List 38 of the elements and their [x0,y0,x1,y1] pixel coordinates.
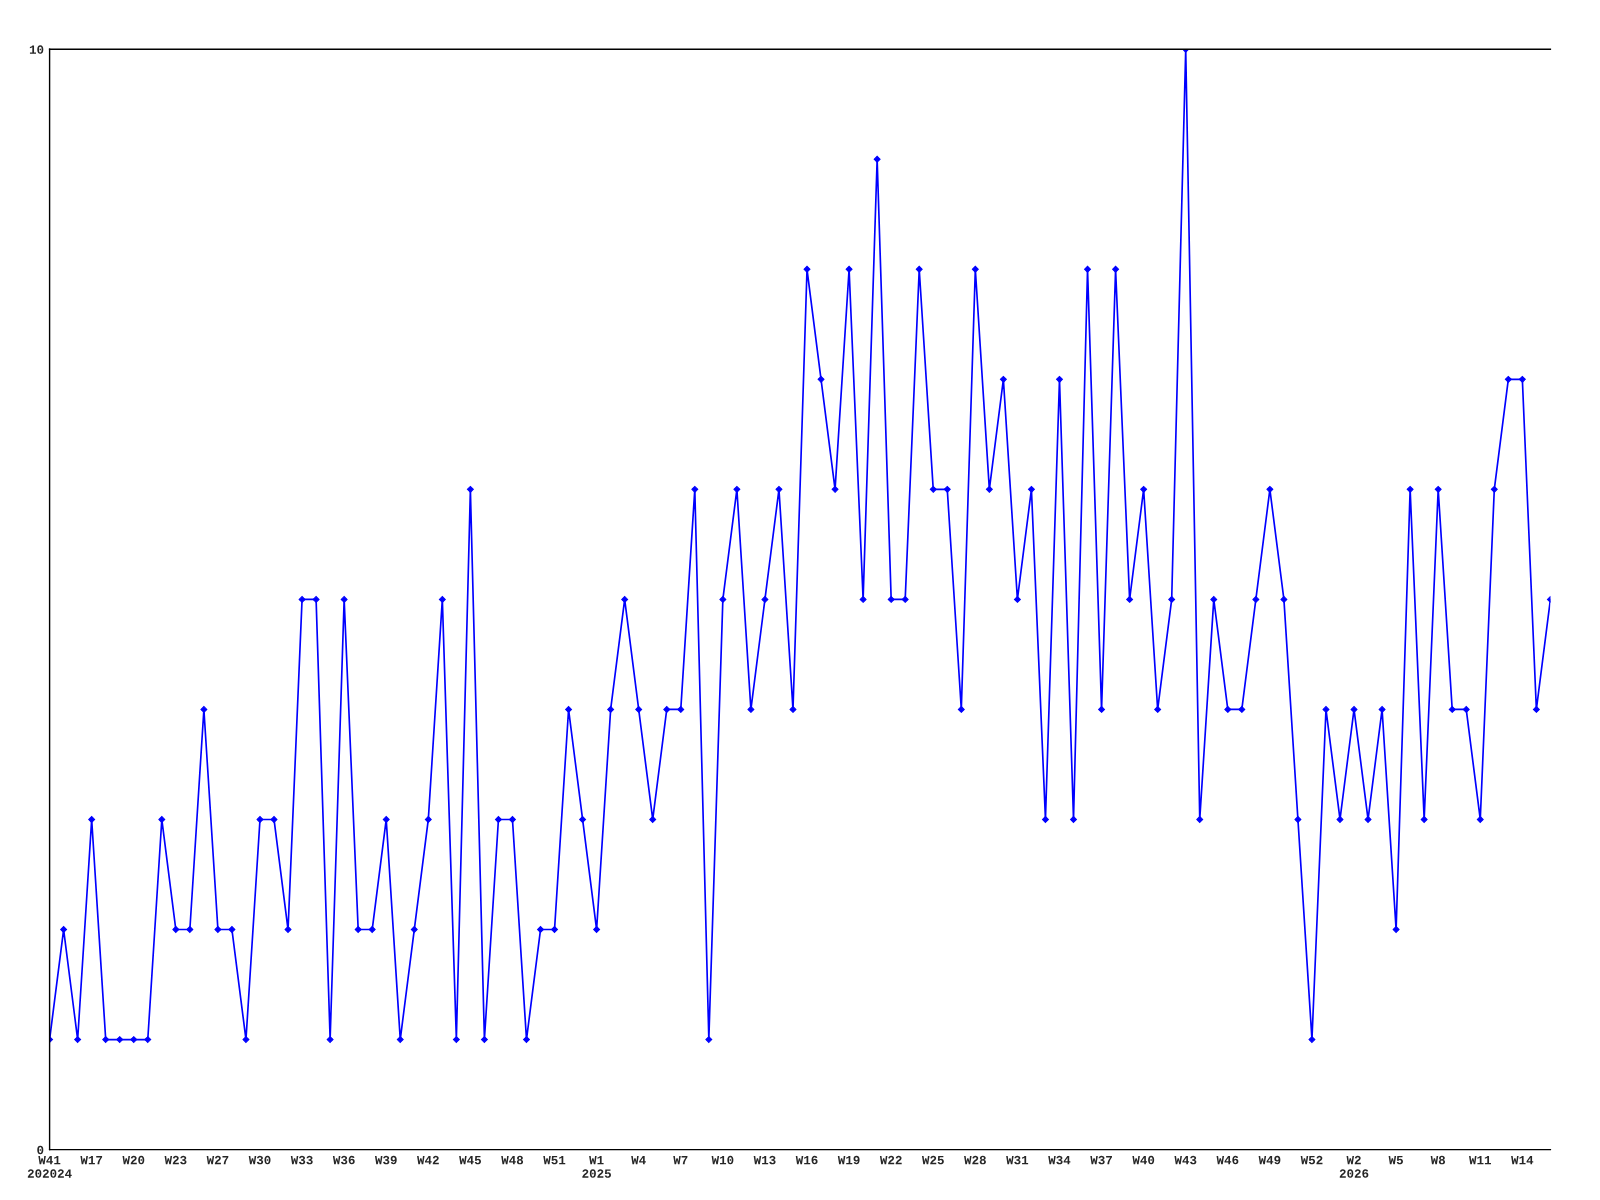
x-tick-label: W14 [1511,1155,1534,1165]
x-tick-label: W52 [1300,1155,1323,1165]
y-tick-label: 10 [29,45,44,54]
x-tick-label: W2 2026 [1339,1155,1369,1178]
x-tick-label: W30 [248,1155,271,1165]
x-tick-label: W7 [673,1155,688,1165]
x-tick-label: W49 [1258,1155,1281,1165]
x-tick-label: W22 [879,1155,902,1165]
x-tick-label: W8 [1430,1155,1446,1165]
x-tick-label: W27 [206,1155,229,1165]
x-tick-label: W25 [922,1155,944,1165]
x-tick-label: W5 [1388,1155,1403,1165]
x-tick-label: W19 [837,1155,860,1165]
x-tick-label: W34 [1048,1155,1071,1165]
x-tick-label: W20 [122,1155,145,1165]
x-tick-label: W13 [753,1155,776,1165]
x-tick-label: W42 [417,1155,439,1165]
x-tick-label: W28 [964,1155,986,1165]
x-tick-label: W46 [1216,1155,1239,1165]
x-tick-label: W36 [332,1155,355,1165]
x-tick-label: W4 [631,1155,646,1165]
x-tick-label: W16 [795,1155,818,1165]
y-tick-label: 0 [37,1145,44,1155]
x-tick-label: W45 [459,1155,481,1165]
x-tick-label: W11 [1469,1155,1491,1165]
x-tick-label: W1 2025 [582,1155,611,1178]
x-tick-label: W37 [1090,1155,1112,1165]
x-tick-label: W39 [374,1155,397,1165]
x-tick-label: W33 [290,1155,313,1165]
x-tick-label: W31 [1006,1155,1029,1165]
x-tick-label: W41 202024 [27,1155,72,1178]
x-tick-label: W40 [1132,1155,1155,1165]
x-tick-label: W48 [501,1155,524,1165]
x-tick-label: W17 [80,1155,103,1165]
x-tick-label: W23 [164,1155,187,1165]
x-tick-label: W10 [711,1155,734,1165]
x-tick-label: W51 [543,1155,566,1165]
x-tick-label: W43 [1174,1155,1197,1165]
